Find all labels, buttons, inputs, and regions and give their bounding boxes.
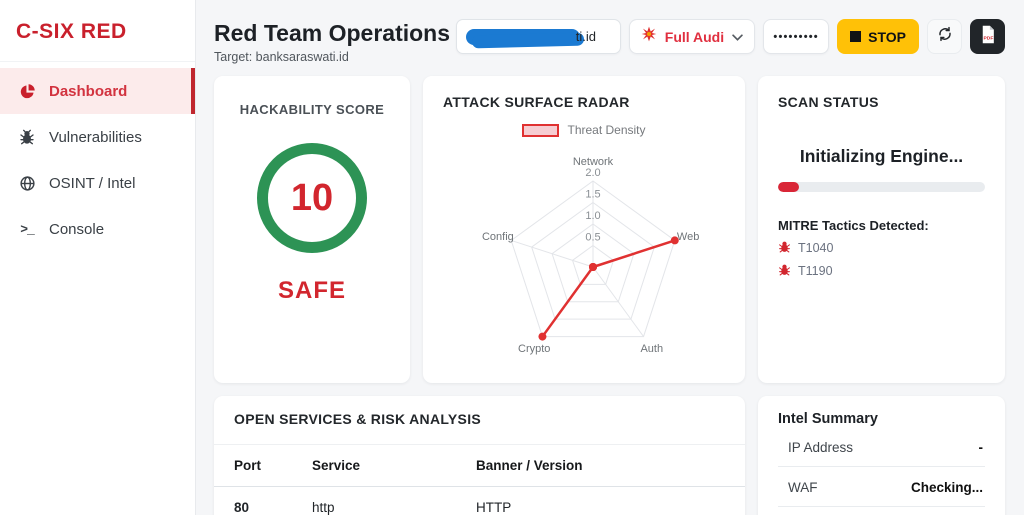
hackability-verdict: SAFE xyxy=(277,277,346,304)
sidebar-item-label: Console xyxy=(49,220,105,238)
scan-progress-bar xyxy=(778,182,985,192)
chevron-down-icon xyxy=(732,28,743,46)
cell-service: http xyxy=(312,500,335,515)
refresh-icon xyxy=(937,26,953,47)
attack-surface-radar-card: ATTACK SURFACE RADAR Threat Density 0.5 1… xyxy=(423,76,745,383)
intel-row-label: IP Address xyxy=(788,440,854,455)
file-pdf-icon: PDF xyxy=(979,25,996,49)
intel-row-ip: IP Address - xyxy=(778,429,985,467)
svg-text:Auth: Auth xyxy=(640,343,663,355)
open-services-title: OPEN SERVICES & RISK ANALYSIS xyxy=(234,411,482,427)
hackability-card: HACKABILITY SCORE 10 SAFE xyxy=(214,76,410,383)
main-content: Red Team Operations Target: banksaraswat… xyxy=(196,0,1024,515)
scan-mode-label: Full Audi xyxy=(664,28,725,45)
export-pdf-button[interactable]: PDF xyxy=(970,19,1005,54)
radar-title: ATTACK SURFACE RADAR xyxy=(443,94,630,110)
legend-label: Threat Density xyxy=(567,123,646,137)
sidebar-item-label: Dashboard xyxy=(49,82,128,100)
tactic-id: T1190 xyxy=(798,264,833,278)
cell-banner: HTTP xyxy=(476,500,512,515)
score-ring: 10 xyxy=(257,143,367,253)
terminal-icon: >_ xyxy=(20,221,35,237)
sidebar-item-label: Vulnerabilities xyxy=(49,128,142,146)
services-table-header-row: Port Service Banner / Version xyxy=(214,445,745,487)
column-header-service: Service xyxy=(302,445,466,487)
svg-text:0.5: 0.5 xyxy=(585,232,600,244)
header-controls: ti.id Full Audi ••••••••• STOP xyxy=(455,19,1005,54)
services-table: Port Service Banner / Version 80 http HT… xyxy=(214,445,745,515)
scan-status-title: SCAN STATUS xyxy=(778,94,879,110)
cards-row-1: HACKABILITY SCORE 10 SAFE ATTACK SURFACE… xyxy=(214,76,1005,383)
scan-progress-fill xyxy=(778,182,799,192)
brand-logo: C-SIX RED xyxy=(0,0,195,62)
intel-summary-card: Intel Summary IP Address - WAF Checking.… xyxy=(758,396,1005,515)
sidebar: C-SIX RED Dashboard Vulnerabilities OSIN… xyxy=(0,0,196,515)
intel-row-waf: WAF Checking... xyxy=(778,469,985,507)
mitre-tactics-label: MITRE Tactics Detected: xyxy=(778,218,929,233)
mitre-tactic-item: T1190 xyxy=(778,263,985,279)
svg-text:Web: Web xyxy=(677,231,699,243)
target-input-visible-text: ti.id xyxy=(575,29,596,44)
target-subtitle: Target: banksaraswati.id xyxy=(214,50,349,64)
topbar: Red Team Operations Target: banksaraswat… xyxy=(214,14,1005,64)
svg-text:1.0: 1.0 xyxy=(585,210,600,222)
table-row: 80 http HTTP xyxy=(214,487,745,515)
pie-chart-icon xyxy=(18,82,36,100)
hackability-title: HACKABILITY SCORE xyxy=(239,102,385,117)
column-header-banner: Banner / Version xyxy=(466,445,745,487)
bug-icon xyxy=(778,240,791,256)
svg-text:Crypto: Crypto xyxy=(518,343,550,355)
legend-swatch xyxy=(522,123,560,137)
page-title: Red Team Operations xyxy=(214,20,451,46)
sidebar-item-console[interactable]: >_ Console xyxy=(0,206,195,252)
redaction-scribble xyxy=(465,29,580,45)
svg-text:Config: Config xyxy=(482,231,514,243)
sidebar-nav: Dashboard Vulnerabilities OSINT / Intel … xyxy=(0,68,195,252)
refresh-button[interactable] xyxy=(927,19,962,54)
open-services-header: OPEN SERVICES & RISK ANALYSIS xyxy=(214,396,745,445)
scan-mode-select[interactable]: Full Audi xyxy=(628,19,756,54)
globe-icon xyxy=(18,174,36,192)
tactic-id: T1040 xyxy=(798,241,834,255)
svg-text:2.0: 2.0 xyxy=(585,167,600,179)
stop-square-icon xyxy=(850,31,862,42)
sidebar-item-label: OSINT / Intel xyxy=(49,174,136,192)
scan-status-text: Initializing Engine... xyxy=(799,146,964,166)
burst-icon xyxy=(641,26,657,47)
svg-text:Network: Network xyxy=(573,156,614,168)
bug-icon xyxy=(18,128,36,146)
stop-button-label: STOP xyxy=(868,28,906,45)
intel-summary-title: Intel Summary xyxy=(778,411,878,427)
intel-row-value: - xyxy=(978,440,984,455)
sidebar-item-dashboard[interactable]: Dashboard xyxy=(0,68,195,114)
cards-row-2: OPEN SERVICES & RISK ANALYSIS Port Servi… xyxy=(214,396,1005,515)
open-services-card: OPEN SERVICES & RISK ANALYSIS Port Servi… xyxy=(214,396,745,515)
target-input[interactable]: ti.id xyxy=(455,19,621,54)
radar-legend: Threat Density xyxy=(443,123,725,137)
title-block: Red Team Operations Target: banksaraswat… xyxy=(214,14,450,64)
intel-row-value: Checking... xyxy=(910,480,983,495)
api-key-field[interactable]: ••••••••• xyxy=(763,19,830,54)
scan-status-card: SCAN STATUS Initializing Engine... MITRE… xyxy=(758,76,1005,383)
column-header-port: Port xyxy=(214,445,302,487)
intel-row-label: WAF xyxy=(788,480,818,495)
sidebar-item-vulnerabilities[interactable]: Vulnerabilities xyxy=(0,114,195,160)
hackability-score: 10 xyxy=(290,176,334,219)
stop-button[interactable]: STOP xyxy=(837,19,919,54)
sidebar-item-osint[interactable]: OSINT / Intel xyxy=(0,160,195,206)
cell-port: 80 xyxy=(234,500,250,515)
svg-text:PDF: PDF xyxy=(984,35,994,41)
svg-text:1.5: 1.5 xyxy=(585,189,600,201)
bug-icon xyxy=(778,263,791,279)
mitre-tactic-item: T1040 xyxy=(778,240,985,256)
